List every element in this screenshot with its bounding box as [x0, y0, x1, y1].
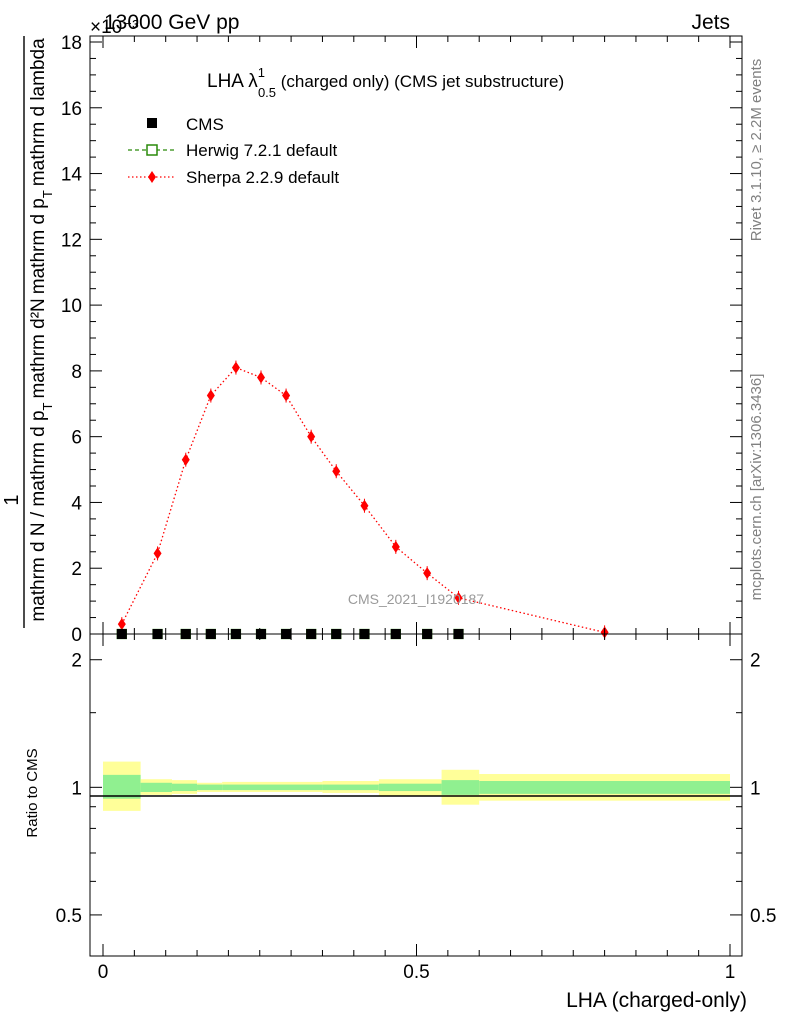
plot-title: LHA λ1 0.5 (charged only) (CMS jet substr…: [207, 65, 564, 100]
legend-sherpa-marker: [148, 171, 156, 183]
ratio-band-inner: [378, 783, 442, 792]
y-tick-label: 2: [71, 559, 82, 580]
sherpa-point: [307, 430, 316, 443]
legend-cms-marker: [147, 118, 157, 128]
x-axis-label: LHA (charged-only): [566, 989, 747, 1012]
ratio-y-label: Ratio to CMS: [24, 748, 41, 837]
ratio-tick-label-right: 1: [750, 778, 761, 799]
ratio-band-inner: [140, 782, 172, 792]
header-energy: 13000 GeV pp: [104, 11, 239, 34]
ratio-bands: [103, 761, 730, 811]
plot-title-main: LHA λ: [207, 71, 258, 92]
plot-title-suffix: (charged only) (CMS jet substructure): [276, 72, 564, 91]
y-label-sub-2: T: [40, 190, 55, 198]
sherpa-point: [153, 547, 162, 560]
ratio-tick-label: 0.5: [56, 906, 82, 927]
sherpa-point: [282, 389, 291, 402]
y-tick-label: 16: [61, 99, 82, 120]
ratio-band-inner: [171, 783, 198, 792]
ratio-band-inner: [103, 774, 141, 799]
sherpa-line: [121, 366, 605, 634]
y-label-sub-1: T: [40, 402, 55, 410]
y-tick-label: 12: [61, 230, 82, 251]
y-tick-label: 18: [61, 33, 82, 54]
ratio-band-inner: [322, 784, 379, 791]
analysis-watermark: CMS_2021_I1920187: [348, 591, 484, 607]
sherpa-point: [257, 371, 266, 384]
y-tick-label: 14: [61, 165, 83, 186]
plot-title-sup: 1: [258, 65, 265, 80]
y-tick-label: 6: [71, 428, 82, 449]
y-label-denominator: mathrm d N / mathrm d pTmathrm d²Nmathrm…: [28, 38, 55, 622]
sherpa-point: [360, 499, 369, 512]
legend-sherpa-label: Sherpa 2.2.9 default: [186, 168, 339, 187]
legend-herwig-label: Herwig 7.2.1 default: [186, 141, 337, 160]
y-exponent: ×10⁻³: [90, 17, 139, 38]
plot-title-sub: 0.5: [258, 85, 276, 100]
x-tick-label: 0.5: [403, 962, 429, 983]
main-y-label: 1 mathrm d N / mathrm d pTmathrm d²Nmath…: [1, 36, 55, 628]
ratio-band-inner: [197, 784, 223, 791]
y-tick-label: 10: [61, 296, 82, 317]
y-tick-label: 8: [71, 362, 82, 383]
sherpa-point: [332, 465, 341, 478]
legend: CMS Herwig 7.2.1 default Sherpa 2.2.9 de…: [128, 115, 339, 187]
sherpa-point: [454, 591, 463, 604]
ratio-band-inner: [441, 780, 480, 795]
mcplots-label: mcplots.cern.ch [arXiv:1306.3436]: [748, 374, 765, 601]
y-tick-label: 4: [71, 493, 82, 514]
legend-cms-label: CMS: [186, 115, 224, 134]
y-label-part-1: mathrm d N / mathrm d p: [28, 410, 49, 621]
ratio-tick-label-right: 2: [750, 651, 761, 672]
ratio-band-inner: [479, 780, 730, 794]
ratio-tick-label: 2: [71, 651, 82, 672]
y-label-numerator: 1: [1, 494, 23, 505]
main-y-axis: 0 2 4 6 8 10 12 14 16 18: [61, 33, 742, 646]
sherpa-point: [206, 389, 215, 402]
ratio-tick-label: 1: [71, 778, 82, 799]
ratio-y-axis: 0.5 0.5 1 1 2 2: [56, 651, 777, 927]
y-label-part-3: mathrm d p: [28, 198, 49, 294]
header-jets: Jets: [691, 11, 730, 34]
x-tick-label: 1: [725, 962, 736, 983]
sherpa-point: [181, 453, 190, 466]
y-tick-label: 0: [71, 625, 82, 646]
sherpa-point: [423, 567, 432, 580]
y-label-part-4: mathrm d lambda: [28, 38, 49, 186]
sherpa-point: [231, 361, 240, 374]
rivet-label: Rivet 3.1.10, ≥ 2.2M events: [748, 59, 765, 242]
legend-herwig-marker: [146, 144, 158, 156]
y-label-part-2: mathrm d²N: [28, 298, 49, 398]
ratio-band-inner: [222, 784, 323, 791]
x-tick-label: 0: [98, 962, 109, 983]
x-axis: 0 0.5 1: [98, 36, 736, 983]
sherpa-point: [391, 540, 400, 553]
ratio-tick-label-right: 0.5: [750, 906, 776, 927]
sherpa-point: [117, 618, 126, 631]
